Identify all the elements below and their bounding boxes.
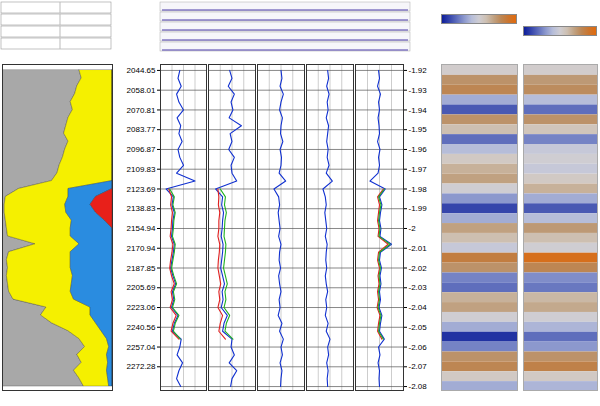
svg-text:-1.97: -1.97 — [409, 165, 428, 174]
svg-text:2083.77: 2083.77 — [127, 125, 156, 134]
svg-text:2138.83: 2138.83 — [127, 204, 156, 213]
svg-text:2257.04: 2257.04 — [127, 343, 156, 352]
svg-text:-1.94: -1.94 — [409, 106, 428, 115]
svg-text:-2.07: -2.07 — [409, 362, 428, 371]
svg-text:2070.81: 2070.81 — [127, 106, 156, 115]
svg-text:-2.04: -2.04 — [409, 303, 428, 312]
svg-text:-2.08: -2.08 — [409, 382, 428, 391]
svg-text:-2.05: -2.05 — [409, 323, 428, 332]
svg-text:-2.06: -2.06 — [409, 343, 428, 352]
svg-text:2123.69: 2123.69 — [127, 185, 156, 194]
svg-text:2058.01: 2058.01 — [127, 86, 156, 95]
svg-text:-1.92: -1.92 — [409, 66, 428, 75]
svg-text:2272.28: 2272.28 — [127, 362, 156, 371]
svg-text:2044.65: 2044.65 — [127, 66, 156, 75]
svg-text:-1.98: -1.98 — [409, 185, 428, 194]
svg-text:-1.93: -1.93 — [409, 86, 428, 95]
svg-text:2205.69: 2205.69 — [127, 283, 156, 292]
svg-text:-1.96: -1.96 — [409, 145, 428, 154]
svg-text:2223.06: 2223.06 — [127, 303, 156, 312]
svg-text:2096.87: 2096.87 — [127, 145, 156, 154]
svg-text:2240.56: 2240.56 — [127, 323, 156, 332]
svg-text:-2.03: -2.03 — [409, 283, 428, 292]
svg-text:-1.95: -1.95 — [409, 125, 428, 134]
svg-text:-2: -2 — [409, 224, 417, 233]
svg-text:2170.94: 2170.94 — [127, 244, 156, 253]
svg-text:-1.99: -1.99 — [409, 204, 428, 213]
svg-text:-2.02: -2.02 — [409, 264, 428, 273]
svg-text:-2.01: -2.01 — [409, 244, 428, 253]
svg-text:2154.94: 2154.94 — [127, 224, 156, 233]
svg-text:2187.85: 2187.85 — [127, 264, 156, 273]
svg-text:2109.83: 2109.83 — [127, 165, 156, 174]
